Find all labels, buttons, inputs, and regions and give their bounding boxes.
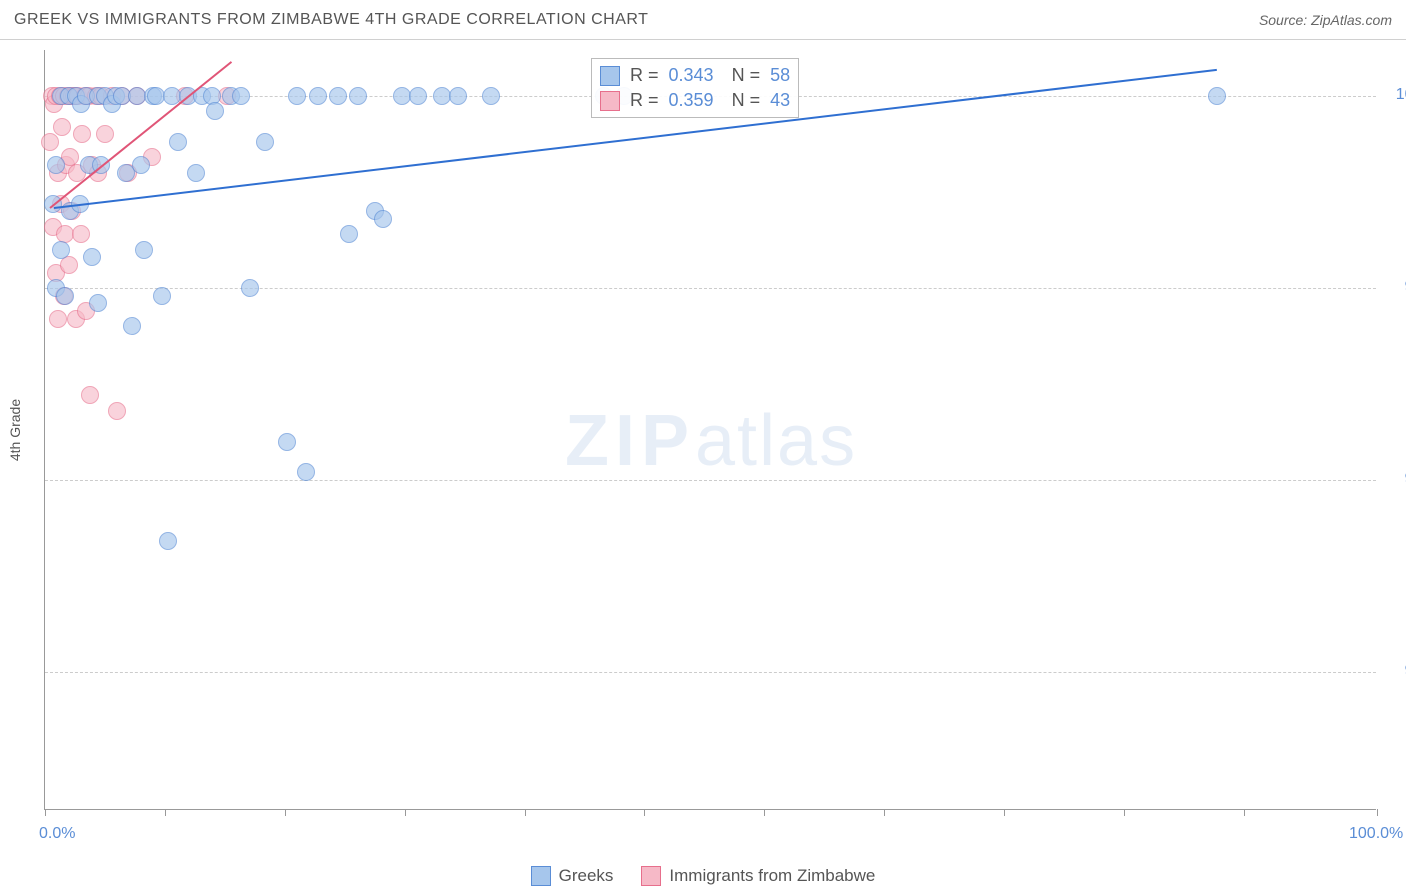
x-tick (285, 809, 286, 816)
stats-swatch-icon (600, 91, 620, 111)
data-point (83, 248, 101, 266)
watermark: ZIPatlas (565, 400, 857, 482)
data-point (73, 125, 91, 143)
y-axis-label: 4th Grade (7, 398, 23, 460)
data-point (288, 87, 306, 105)
data-point (241, 279, 259, 297)
data-point (47, 156, 65, 174)
data-point (278, 433, 296, 451)
data-point (187, 164, 205, 182)
data-point (159, 532, 177, 550)
legend-swatch-icon (531, 866, 551, 886)
x-tick (405, 809, 406, 816)
y-tick-label: 95.0% (1386, 470, 1406, 488)
stats-swatch-icon (600, 66, 620, 86)
r-value: 0.359 (669, 90, 714, 111)
data-point (449, 87, 467, 105)
source-label: Source: ZipAtlas.com (1259, 12, 1392, 28)
x-tick (1377, 809, 1378, 816)
stats-box: R = 0.343 N = 58 R = 0.359 N = 43 (591, 58, 799, 118)
n-label: N = (732, 90, 761, 111)
x-tick (45, 809, 46, 816)
x-tick (644, 809, 645, 816)
data-point (72, 225, 90, 243)
scatter-chart: 4th Grade ZIPatlas 92.5%95.0%97.5%100.0%… (44, 50, 1376, 810)
data-point (153, 287, 171, 305)
chart-title: GREEK VS IMMIGRANTS FROM ZIMBABWE 4TH GR… (14, 11, 648, 29)
data-point (49, 310, 67, 328)
x-tick (764, 809, 765, 816)
data-point (60, 256, 78, 274)
y-tick-label: 92.5% (1386, 662, 1406, 680)
data-point (329, 87, 347, 105)
data-point (340, 225, 358, 243)
data-point (81, 386, 99, 404)
data-point (56, 287, 74, 305)
data-point (482, 87, 500, 105)
x-tick (884, 809, 885, 816)
data-point (96, 125, 114, 143)
x-tick (1004, 809, 1005, 816)
r-value: 0.343 (669, 65, 714, 86)
data-point (89, 294, 107, 312)
data-point (135, 241, 153, 259)
data-point (232, 87, 250, 105)
y-tick-label: 100.0% (1386, 86, 1406, 104)
data-point (123, 317, 141, 335)
data-point (41, 133, 59, 151)
n-value: 58 (770, 65, 790, 86)
r-label: R = (630, 65, 659, 86)
data-point (1208, 87, 1226, 105)
data-point (108, 402, 126, 420)
n-value: 43 (770, 90, 790, 111)
data-point (297, 463, 315, 481)
data-point (52, 241, 70, 259)
data-point (169, 133, 187, 151)
legend-item-zimbabwe: Immigrants from Zimbabwe (641, 866, 875, 886)
legend-item-greeks: Greeks (531, 866, 614, 886)
x-tick-label: 100.0% (1349, 825, 1403, 843)
data-point (206, 102, 224, 120)
legend-label: Greeks (559, 866, 614, 886)
data-point (409, 87, 427, 105)
x-tick (525, 809, 526, 816)
x-tick-label: 0.0% (39, 825, 75, 843)
legend-swatch-icon (641, 866, 661, 886)
r-label: R = (630, 90, 659, 111)
stats-row: R = 0.343 N = 58 (600, 63, 790, 88)
data-point (256, 133, 274, 151)
x-tick (165, 809, 166, 816)
n-label: N = (732, 65, 761, 86)
y-tick-label: 97.5% (1386, 278, 1406, 296)
legend-label: Immigrants from Zimbabwe (669, 866, 875, 886)
stats-row: R = 0.359 N = 43 (600, 88, 790, 113)
data-point (349, 87, 367, 105)
gridline (45, 672, 1376, 673)
chart-header: GREEK VS IMMIGRANTS FROM ZIMBABWE 4TH GR… (0, 0, 1406, 40)
data-point (309, 87, 327, 105)
legend: Greeks Immigrants from Zimbabwe (0, 866, 1406, 886)
gridline (45, 480, 1376, 481)
data-point (374, 210, 392, 228)
x-tick (1244, 809, 1245, 816)
x-tick (1124, 809, 1125, 816)
data-point (53, 118, 71, 136)
data-point (132, 156, 150, 174)
